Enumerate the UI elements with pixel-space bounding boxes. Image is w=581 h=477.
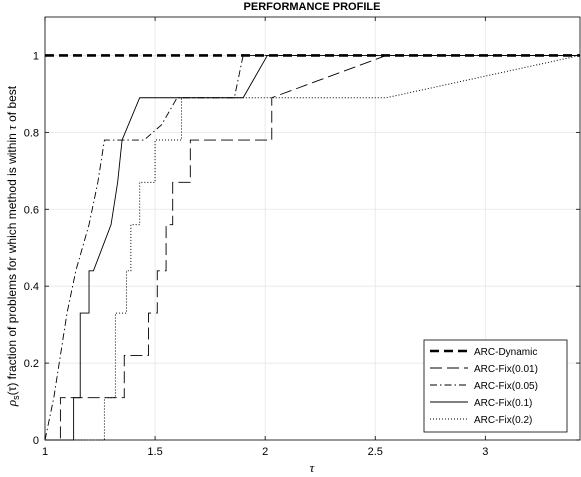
y-tick-label: 0.6 [24,204,39,216]
x-axis-label: τ [310,460,316,475]
y-tick-label: 1 [33,50,39,62]
y-axis-label-mid: (τ) fraction of problems for which metho… [5,130,19,396]
y-axis-label-sub: s [11,395,21,400]
y-axis-label-rho: ρ [4,400,19,407]
series-line [45,55,580,441]
series-line [45,55,580,441]
y-axis-label-tau: τ [4,124,19,130]
legend-label: ARC-Fix(0.01) [474,364,538,375]
ticks: 1 1.5 2 2.5 3 0 0.2 0.4 0.6 0.8 1 [24,17,580,458]
y-tick-label: 0 [33,435,39,447]
x-tick-label: 3 [482,446,488,458]
y-axis-label-end: of best [5,85,19,125]
x-tick-label: 2 [262,446,268,458]
legend: ARC-Dynamic ARC-Fix(0.01) ARC-Fix(0.05) ARC… [423,339,568,433]
y-tick-label: 0.4 [24,281,39,293]
legend-label: ARC-Fix(0.05) [474,381,538,392]
x-tick-label: 1 [42,446,48,458]
legend-label: ARC-Fix(0.2) [474,415,532,426]
chart-title: PERFORMANCE PROFILE [244,1,381,13]
x-tick-label: 2.5 [368,446,383,458]
series-layer [44,54,581,441]
legend-box [423,339,568,433]
y-tick-label: 0.8 [24,127,39,139]
plot-frame [44,16,581,441]
y-tick-label: 0.2 [24,358,39,370]
y-axis-label: ρs(τ) fraction of problems for which met… [4,85,21,407]
legend-label: ARC-Dynamic [474,347,537,358]
x-tick-label: 1.5 [147,446,162,458]
legend-label: ARC-Fix(0.1) [474,398,532,409]
